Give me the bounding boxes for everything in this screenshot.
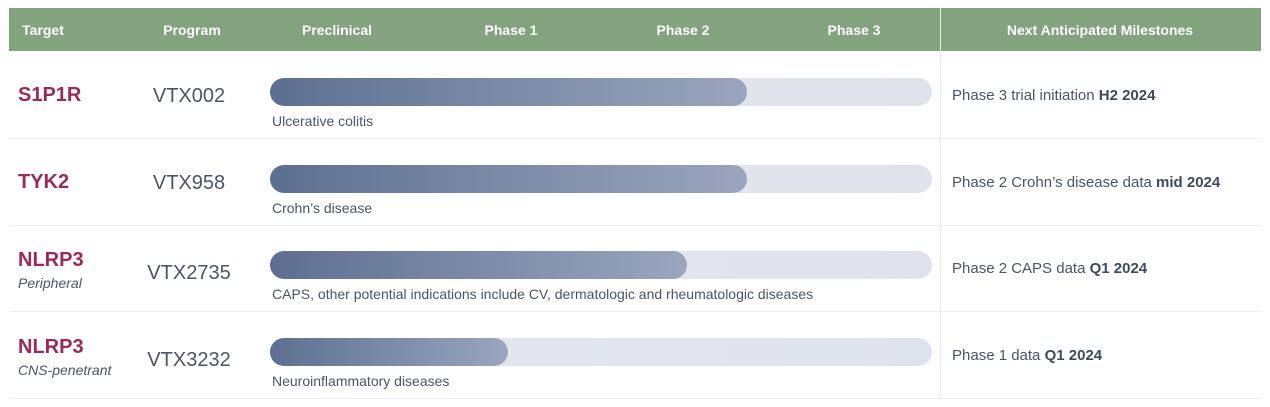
column-divider — [940, 8, 941, 398]
target-name: S1P1R — [18, 84, 82, 106]
milestone-text: Phase 2 CAPS data Q1 2024 — [952, 260, 1147, 277]
indication-label: Ulcerative colitis — [272, 113, 374, 129]
program-name: VTX958 — [152, 171, 226, 194]
target-name: NLRP3 — [18, 249, 84, 271]
progress-track — [270, 78, 932, 106]
milestone-date: H2 2024 — [1098, 87, 1156, 104]
milestone-text: Phase 2 Crohn’s disease data mid 2024 — [952, 174, 1220, 191]
program-name: VTX002 — [152, 85, 226, 107]
milestone-label: Phase 2 CAPS data — [952, 260, 1090, 277]
milestone-date: mid 2024 — [1156, 173, 1221, 191]
milestone-text: Phase 3 trial initiation H2 2024 — [952, 87, 1155, 104]
progress-bar — [270, 78, 747, 106]
pipeline-row: NLRP3 CNS-penetrant VTX3232 Neuroinflamm… — [9, 312, 1261, 399]
progress-bar — [270, 251, 688, 279]
indication-label: Neuroinflammatory diseases — [272, 372, 450, 389]
header-program: Program — [163, 22, 221, 38]
milestone-text: Phase 1 data Q1 2024 — [952, 347, 1102, 364]
indication-label: Crohn’s disease — [272, 199, 373, 216]
header-milestones: Next Anticipated Milestones — [1006, 22, 1194, 38]
header-target: Target — [22, 22, 64, 38]
target-subtitle: CNS-penetrant — [18, 361, 112, 378]
program-name: VTX3232 — [147, 348, 231, 371]
header-phase-1: Phase 1 — [484, 22, 538, 38]
milestone-date: Q1 2024 — [1089, 260, 1148, 277]
milestone-label: Phase 2 Crohn’s disease data — [952, 173, 1157, 191]
progress-track — [270, 164, 932, 193]
target-name: NLRP3 — [18, 335, 84, 358]
pipeline-row: NLRP3 Peripheral VTX2735 CAPS, other pot… — [9, 225, 1261, 312]
target-name: TYK2 — [18, 170, 70, 193]
progress-bar — [270, 337, 509, 366]
target-subtitle: Peripheral — [18, 275, 82, 291]
progress-bar — [270, 164, 747, 193]
header-phase-2: Phase 2 — [656, 22, 710, 38]
progress-track — [270, 337, 932, 366]
indication-label: CAPS, other potential indications includ… — [272, 286, 814, 302]
program-name: VTX2735 — [147, 262, 231, 284]
table-header: Target Program Preclinical Phase 1 Phase… — [9, 8, 1261, 51]
milestone-label: Phase 1 data — [952, 346, 1045, 364]
pipeline-row: TYK2 VTX958 Crohn’s disease Phase 2 Croh… — [9, 139, 1261, 226]
progress-track — [270, 251, 932, 279]
milestone-date: Q1 2024 — [1044, 346, 1103, 364]
pipeline-row: S1P1R VTX002 Ulcerative colitis Phase 3 … — [9, 52, 1261, 139]
header-phase-3: Phase 3 — [827, 22, 881, 38]
milestone-label: Phase 3 trial initiation — [952, 87, 1099, 104]
header-preclinical: Preclinical — [301, 22, 373, 38]
